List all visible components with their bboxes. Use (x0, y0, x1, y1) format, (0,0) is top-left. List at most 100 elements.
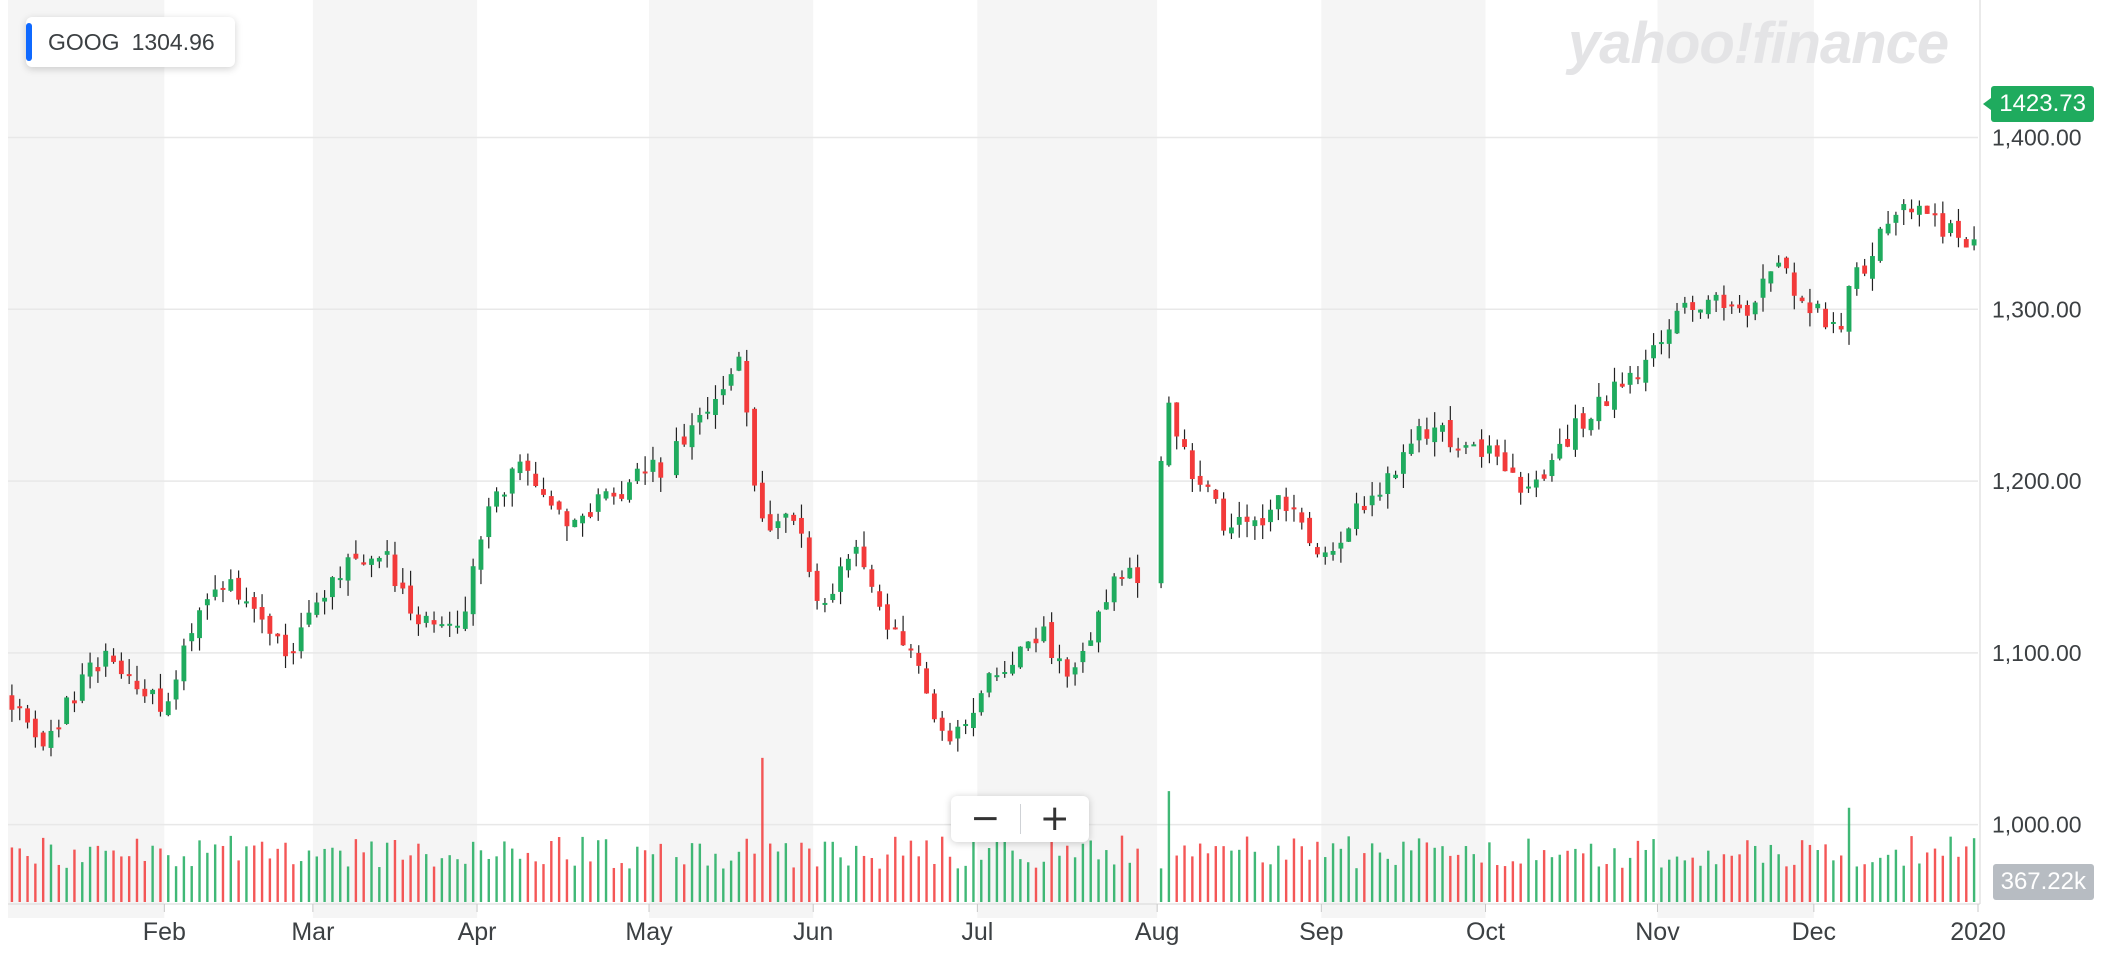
volume-bar (964, 865, 967, 902)
candle-down (1635, 377, 1641, 380)
candle-up (994, 675, 1000, 678)
volume-bar (1230, 850, 1233, 902)
candle-down (251, 597, 257, 609)
candle-down (541, 489, 546, 495)
candle-down (1963, 239, 1969, 248)
candle-up (1111, 576, 1117, 603)
zoom-separator (1019, 804, 1021, 834)
zoom-in-button[interactable]: + (1021, 796, 1090, 842)
candle-down (1862, 265, 1868, 274)
volume-bar (503, 841, 506, 902)
volume-bar (174, 866, 178, 902)
candle-up (728, 374, 734, 386)
candle-down (1213, 489, 1219, 499)
volume-bar (1300, 846, 1303, 902)
volume-bar (1503, 866, 1507, 902)
candle-down (744, 360, 750, 413)
candle-down (1424, 429, 1430, 439)
volume-bar (1073, 857, 1077, 902)
volume-bar (1863, 864, 1866, 902)
candle-up (376, 557, 382, 562)
x-tick-label: Mar (291, 918, 334, 946)
volume-bar (1245, 836, 1249, 902)
candle-up (1846, 286, 1852, 332)
candle-down (1299, 512, 1305, 523)
volume-bar (1198, 843, 1202, 902)
volume-label: 367.22k (1992, 864, 2094, 900)
candle-down (267, 615, 273, 634)
candle-down (17, 706, 23, 709)
candle-down (1510, 467, 1516, 473)
volume-bar (1808, 844, 1812, 902)
candle-down (1619, 383, 1625, 387)
candle-up (1760, 278, 1766, 298)
candle-down (1932, 213, 1938, 216)
volume-bar (1746, 840, 1749, 902)
volume-bar (237, 860, 240, 902)
candle-up (1627, 372, 1633, 385)
candle-up (1400, 452, 1406, 474)
volume-bar (933, 863, 936, 902)
volume-bar (573, 865, 576, 902)
candle-up (384, 551, 390, 555)
candle-up (783, 513, 789, 518)
candle-down (869, 569, 875, 587)
candle-down (56, 727, 62, 730)
volume-bar (1159, 868, 1163, 902)
volume-bar (776, 851, 780, 902)
zoom-out-button[interactable]: − (951, 796, 1020, 842)
volume-bar (1066, 845, 1069, 902)
volume-bar (870, 858, 874, 902)
candle-down (861, 546, 867, 568)
candle-up (1432, 427, 1438, 443)
volume-bar (104, 850, 107, 902)
volume-bar (284, 842, 287, 902)
candle-up (1830, 321, 1836, 324)
candle-up (1557, 443, 1563, 459)
x-tick-label: Apr (458, 918, 497, 946)
volume-bar (1918, 863, 1921, 902)
candle-down (814, 570, 820, 601)
candle-down (1064, 659, 1070, 677)
volume-bar (737, 851, 741, 902)
ticker-legend[interactable]: GOOG 1304.96 (26, 17, 235, 67)
volume-bar (1394, 864, 1397, 902)
candle-down (290, 651, 296, 654)
candle-down (1189, 450, 1195, 480)
volume-bar (722, 868, 725, 902)
candle-down (111, 655, 116, 662)
volume-bar (604, 839, 608, 902)
volume-bar (1902, 865, 1905, 902)
volume-bar (393, 839, 397, 902)
volume-bar (1496, 865, 1499, 902)
candle-down (1455, 448, 1461, 451)
volume-bar (159, 848, 162, 902)
last-price-label: 1423.73 (1983, 86, 2094, 122)
candle-up (1322, 552, 1328, 557)
candle-down (25, 708, 30, 723)
volume-bar (534, 861, 537, 902)
candle-down (564, 511, 570, 527)
candle-down (767, 514, 773, 531)
volume-bar (1925, 852, 1929, 902)
candle-down (1033, 638, 1039, 644)
volume-bar (1879, 857, 1882, 902)
candle-up (189, 633, 195, 642)
candle-down (1956, 220, 1961, 238)
candle-down (548, 496, 554, 506)
candle-up (1877, 228, 1883, 261)
candle-down (40, 732, 46, 747)
candle-up (580, 515, 586, 524)
volume-bar (1253, 851, 1257, 902)
candle-up (1096, 611, 1101, 643)
candle-down (1580, 413, 1586, 429)
volume-bar (1761, 862, 1765, 902)
candle-up (1612, 381, 1617, 410)
candle-down (658, 462, 664, 478)
volume-bar (784, 843, 788, 902)
volume-bar (956, 868, 960, 902)
volume-bar (643, 850, 647, 902)
candle-up (713, 399, 718, 416)
candle-up (1674, 310, 1680, 334)
